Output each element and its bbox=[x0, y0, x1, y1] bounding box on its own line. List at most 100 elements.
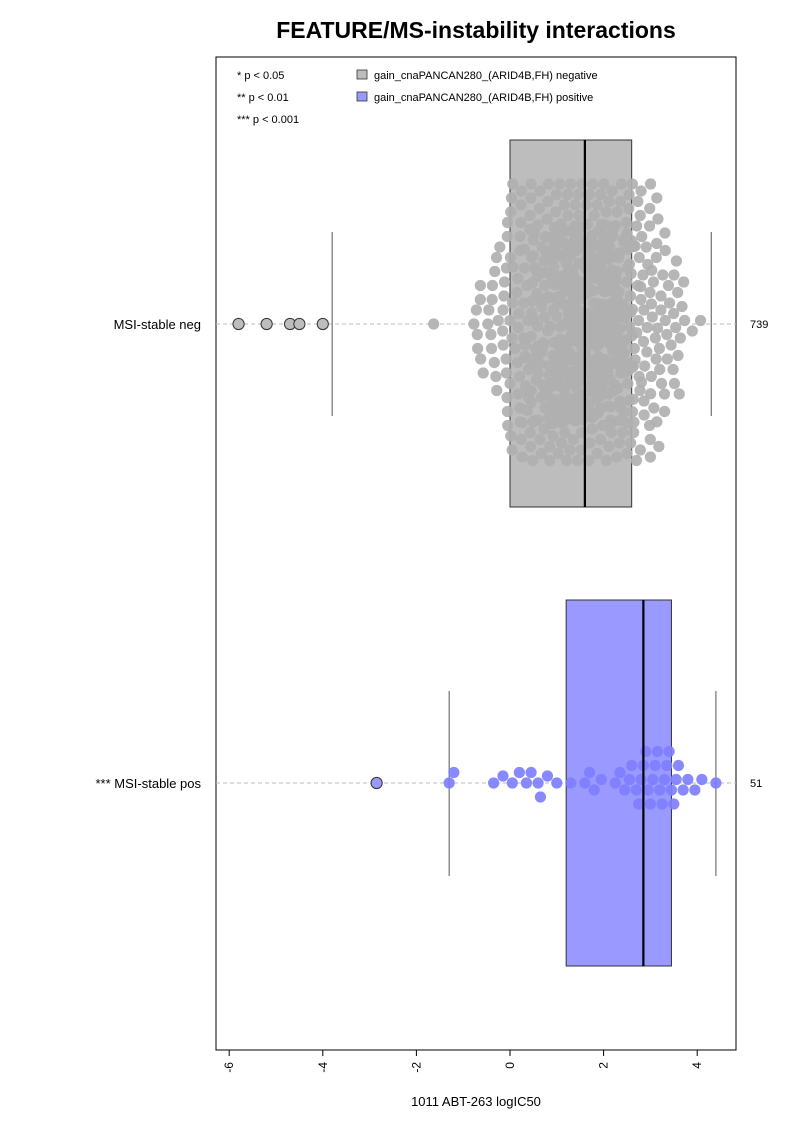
point-neg bbox=[609, 219, 622, 232]
point-neg bbox=[548, 261, 560, 273]
point-neg bbox=[507, 261, 519, 273]
point-pos bbox=[626, 759, 638, 772]
point-neg bbox=[611, 451, 623, 463]
point-neg bbox=[544, 454, 556, 467]
point-neg bbox=[542, 195, 554, 208]
point-neg bbox=[631, 327, 643, 339]
point-neg bbox=[611, 206, 623, 218]
point-neg bbox=[659, 227, 671, 239]
point-pos bbox=[668, 798, 680, 810]
point-neg bbox=[539, 311, 551, 323]
point-neg bbox=[598, 178, 610, 190]
point-neg bbox=[580, 199, 592, 211]
point-neg bbox=[645, 298, 658, 310]
point-pos bbox=[651, 745, 664, 758]
point-pos bbox=[541, 770, 554, 782]
point-neg bbox=[501, 230, 513, 243]
point-neg bbox=[679, 314, 691, 327]
point-neg bbox=[605, 417, 617, 429]
data-points bbox=[232, 140, 722, 966]
point-neg bbox=[491, 384, 503, 397]
x-tick-label: 4 bbox=[690, 1062, 704, 1069]
point-pos bbox=[710, 777, 722, 789]
point-neg bbox=[626, 303, 639, 315]
point-neg bbox=[532, 367, 544, 379]
point-neg bbox=[674, 332, 686, 344]
point-neg bbox=[617, 298, 629, 310]
point-neg bbox=[628, 416, 640, 428]
point-neg bbox=[655, 290, 667, 302]
point-neg bbox=[569, 199, 581, 211]
point-neg bbox=[514, 230, 526, 243]
point-neg bbox=[655, 304, 667, 316]
point-neg bbox=[527, 250, 540, 262]
point-neg bbox=[482, 318, 494, 330]
point-neg bbox=[524, 426, 536, 439]
point-neg bbox=[605, 426, 617, 439]
point-neg bbox=[623, 188, 635, 201]
point-neg bbox=[650, 251, 662, 264]
point-neg bbox=[542, 178, 555, 190]
legend-swatch-negative bbox=[356, 69, 368, 80]
point-neg bbox=[583, 188, 595, 201]
point-neg bbox=[644, 286, 656, 299]
point-pos bbox=[525, 766, 537, 779]
point-neg bbox=[650, 353, 662, 365]
point-pos bbox=[488, 777, 500, 789]
point-neg bbox=[498, 290, 510, 302]
point-neg bbox=[636, 230, 648, 243]
point-neg bbox=[600, 206, 612, 218]
outlier-neg bbox=[293, 317, 306, 331]
point-neg bbox=[595, 188, 607, 201]
point-neg bbox=[637, 269, 649, 281]
point-neg bbox=[659, 405, 671, 418]
group-count-pos: 51 bbox=[750, 778, 762, 790]
point-neg bbox=[658, 388, 671, 400]
point-neg bbox=[634, 444, 646, 456]
point-pos bbox=[513, 766, 525, 779]
point-pos bbox=[619, 784, 631, 796]
legend-label-positive: gain_cnaPANCAN280_(ARID4B,FH) positive bbox=[374, 92, 593, 104]
point-neg bbox=[668, 377, 681, 390]
point-neg bbox=[662, 279, 675, 292]
point-pos bbox=[534, 791, 547, 803]
point-neg bbox=[678, 276, 690, 288]
point-neg bbox=[428, 318, 440, 330]
point-neg bbox=[490, 370, 502, 383]
point-neg bbox=[632, 195, 644, 208]
point-neg bbox=[587, 285, 599, 297]
point-neg bbox=[555, 437, 567, 449]
point-neg bbox=[686, 325, 698, 337]
point-pos bbox=[633, 798, 645, 810]
point-pos bbox=[630, 784, 642, 796]
point-neg bbox=[668, 307, 680, 320]
point-neg bbox=[527, 454, 539, 467]
point-neg bbox=[583, 454, 595, 467]
point-neg bbox=[516, 416, 528, 429]
point-neg bbox=[613, 286, 625, 298]
point-neg bbox=[504, 377, 516, 390]
point-neg bbox=[649, 332, 661, 344]
point-neg bbox=[468, 318, 480, 330]
point-neg bbox=[667, 363, 679, 376]
point-neg bbox=[525, 440, 537, 453]
point-pos bbox=[682, 773, 694, 786]
point-neg bbox=[694, 314, 707, 327]
point-pos bbox=[658, 773, 671, 786]
point-neg bbox=[512, 388, 524, 400]
point-neg bbox=[645, 370, 657, 383]
point-neg bbox=[647, 276, 660, 288]
point-neg bbox=[564, 444, 576, 456]
point-neg bbox=[483, 304, 495, 316]
point-pos bbox=[640, 745, 652, 758]
point-neg bbox=[651, 237, 663, 250]
point-neg bbox=[488, 356, 500, 369]
point-neg bbox=[635, 293, 647, 306]
point-neg bbox=[500, 367, 513, 379]
outlier-neg bbox=[232, 317, 245, 331]
point-neg bbox=[477, 367, 489, 379]
point-neg bbox=[585, 255, 597, 267]
point-pos bbox=[565, 777, 577, 789]
point-neg bbox=[641, 346, 653, 358]
